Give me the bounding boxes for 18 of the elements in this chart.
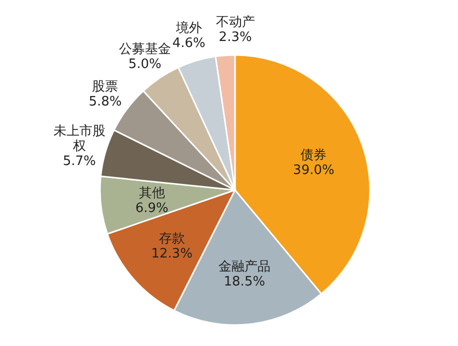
data-label: 4.6%: [172, 36, 206, 52]
data-label: 39.0%: [293, 163, 334, 178]
slice-label: 境外: [174, 20, 202, 36]
slice-label: 金融产品: [218, 260, 270, 275]
slice-label: 其他: [138, 186, 165, 202]
slice-label: 未上市股权: [53, 124, 106, 154]
data-label: 5.8%: [88, 94, 122, 110]
data-label: 2.3%: [218, 30, 252, 45]
slice-label: 债券: [300, 148, 327, 164]
data-label: 12.3%: [151, 246, 193, 262]
data-label: 18.5%: [224, 274, 266, 290]
slice-label: 股票: [92, 80, 118, 95]
slice-label: 不动产: [216, 14, 255, 30]
slice-label: 存款: [158, 232, 185, 247]
data-label: 6.9%: [135, 201, 168, 216]
slice-label: 公募基金: [118, 42, 171, 57]
data-label: 5.0%: [128, 56, 162, 72]
data-label: 5.7%: [62, 154, 96, 170]
